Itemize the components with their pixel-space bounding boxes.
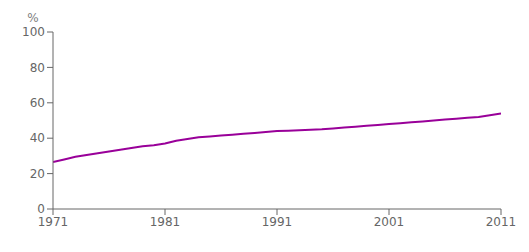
svg-text:2001: 2001	[374, 215, 405, 229]
svg-text:80: 80	[30, 61, 45, 75]
svg-text:20: 20	[30, 167, 45, 181]
svg-text:40: 40	[30, 131, 45, 145]
svg-text:2011: 2011	[486, 215, 517, 229]
svg-text:1981: 1981	[150, 215, 181, 229]
svg-text:100: 100	[22, 25, 45, 39]
svg-text:0: 0	[37, 202, 45, 216]
svg-text:1991: 1991	[262, 215, 293, 229]
svg-text:%: %	[27, 11, 38, 25]
svg-text:1971: 1971	[38, 215, 69, 229]
svg-text:60: 60	[30, 96, 45, 110]
